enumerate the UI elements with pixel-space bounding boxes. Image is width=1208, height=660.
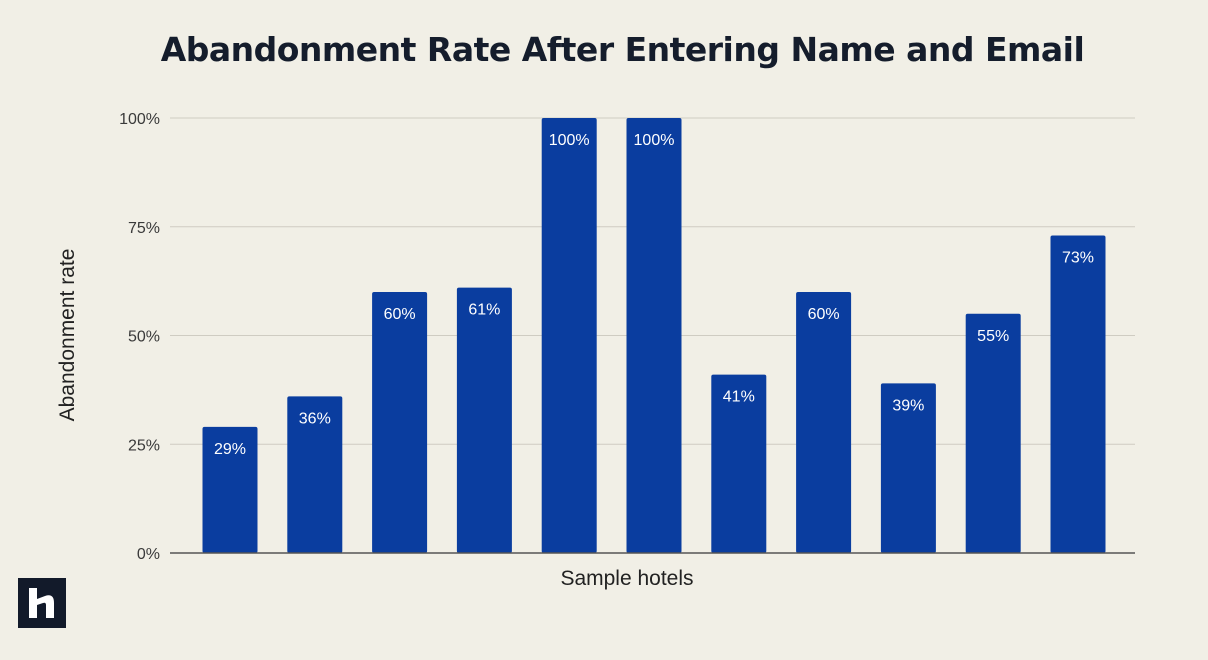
bar-value-label: 61% [468,302,500,319]
chart-title: Abandonment Rate After Entering Name and… [160,30,1085,69]
bar [287,396,343,553]
y-tick-label: 25% [128,437,160,454]
y-axis-title: Abandonment rate [56,249,79,422]
bar-value-label: 60% [808,306,840,323]
h-brand-logo-icon [18,578,66,628]
bar [456,287,512,553]
bar-value-label: 29% [214,441,246,458]
bar [202,426,258,553]
bar-value-label: 73% [1062,249,1094,266]
bar [541,118,597,553]
bar [880,383,936,553]
bar [796,292,852,553]
x-axis-title: Sample hotels [560,567,693,590]
y-tick-label: 0% [137,546,160,563]
y-tick-label: 75% [128,220,160,237]
y-tick-label: 50% [128,329,160,346]
bar-value-label: 60% [384,306,416,323]
bar [711,374,767,553]
y-tick-label: 100% [119,111,160,128]
bar-value-label: 55% [977,328,1009,345]
bar [1050,235,1106,553]
bar [372,292,428,553]
bar-value-label: 100% [634,132,675,149]
bar-value-label: 41% [723,389,755,406]
bar [965,313,1021,553]
bar [626,118,682,553]
bar-value-label: 36% [299,410,331,427]
bar-value-label: 39% [892,397,924,414]
bar-value-label: 100% [549,132,590,149]
